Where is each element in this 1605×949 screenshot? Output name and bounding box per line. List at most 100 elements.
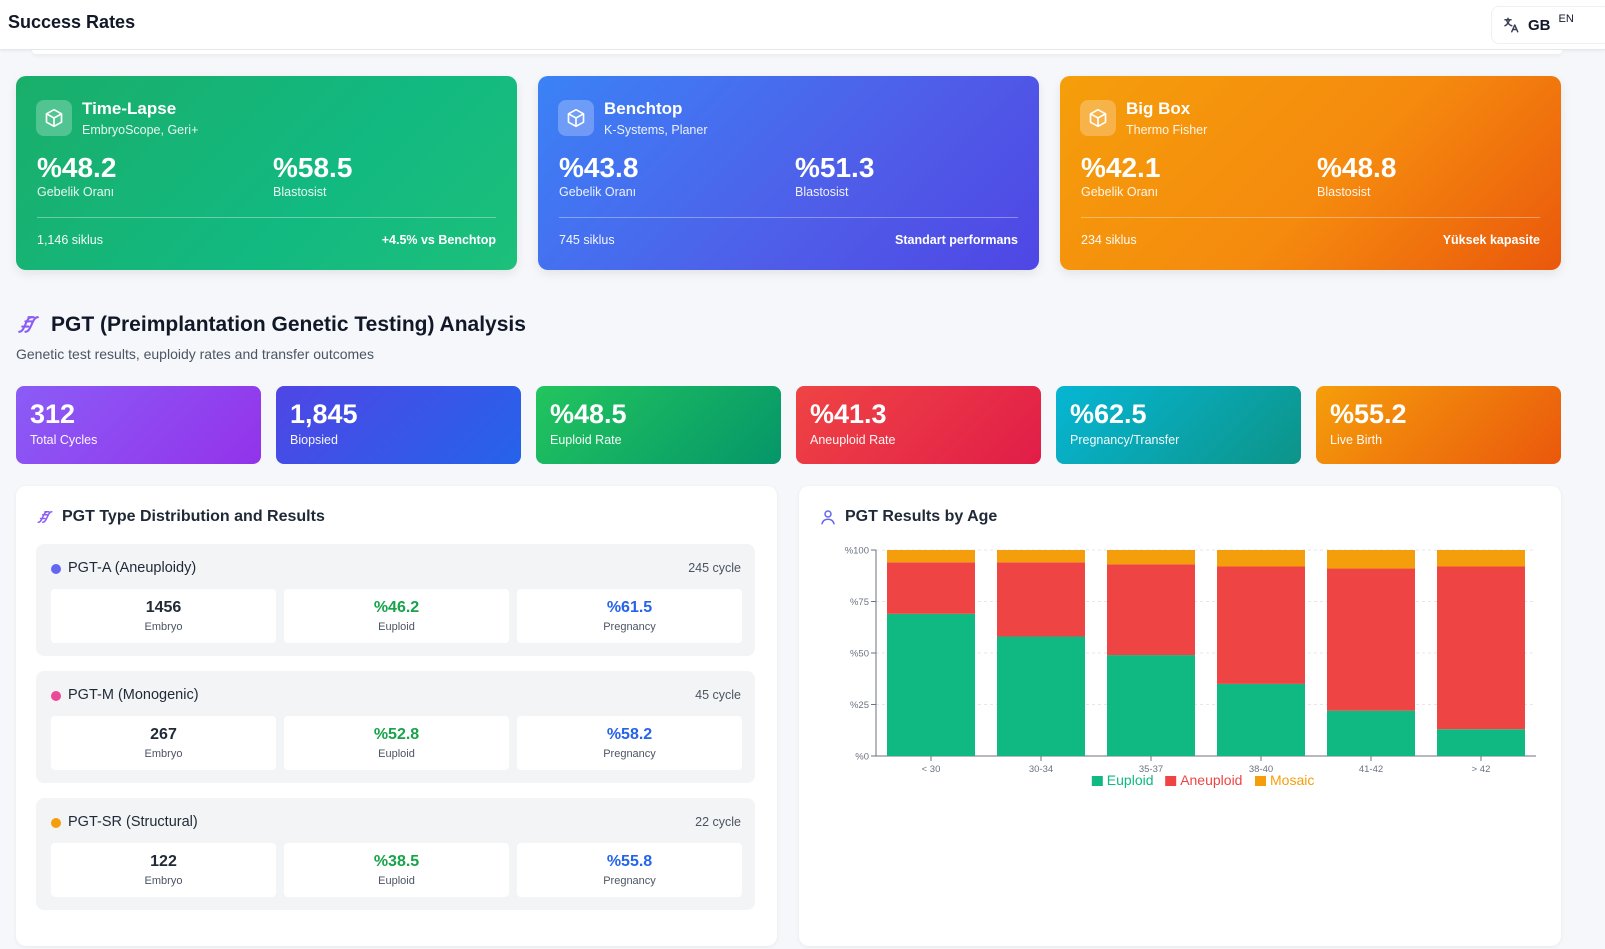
panel-header: PGT Results by Age (819, 508, 997, 526)
box-icon-container (558, 100, 594, 136)
stat-total-cycles: 312 Total Cycles (16, 386, 261, 464)
pregnancy-rate-label: Gebelik Oranı (1081, 185, 1159, 199)
incubator-card-big-box: Big Box Thermo Fisher %42.1 Gebelik Oran… (1060, 76, 1561, 270)
translate-icon (1504, 17, 1519, 33)
bar-segment-euploid (887, 613, 975, 756)
blastocyst-value: %58.5 (273, 152, 353, 183)
bar-segment-euploid (1107, 655, 1195, 756)
box-icon (1089, 108, 1107, 128)
top-bar: Success Rates GB EN (0, 0, 1605, 50)
cycle-count: 1,146 siklus (37, 233, 104, 247)
bar-segment-aneuploid (1327, 568, 1415, 711)
pregnancy-label: Pregnancy (603, 748, 656, 760)
y-tick-label: %50 (850, 649, 869, 660)
stat-aneuploid-rate: %41.3 Aneuploid Rate (796, 386, 1041, 464)
pregnancy-value: %55.8 (606, 853, 653, 870)
stat-value: %55.2 (1330, 399, 1407, 429)
stat-live-birth: %55.2 Live Birth (1316, 386, 1561, 464)
embryo-label: Embryo (144, 621, 183, 633)
cycle-count: 745 siklus (559, 233, 615, 247)
x-tick-label: 35-37 (1139, 764, 1163, 775)
y-tick-label: %0 (855, 752, 869, 763)
euploid-label: Euploid (378, 748, 415, 760)
x-tick-label: 41-42 (1359, 764, 1383, 775)
x-tick-label: < 30 (922, 764, 941, 775)
bar-segment-mosaic (1107, 550, 1195, 565)
stat-label: Live Birth (1330, 433, 1383, 447)
dna-icon (37, 511, 53, 523)
incubator-name: Time-Lapse (82, 99, 177, 118)
cycle-count: 234 siklus (1081, 233, 1137, 247)
incubator-card-benchtop: Benchtop K-Systems, Planer %43.8 Gebelik… (538, 76, 1039, 270)
bar-segment-euploid (997, 636, 1085, 756)
bar-segment-mosaic (887, 550, 975, 563)
page-title: Success Rates (8, 12, 136, 32)
pregnancy-label: Pregnancy (603, 875, 656, 887)
euploid-cell: %46.2 Euploid (284, 589, 509, 643)
bar-segment-euploid (1437, 729, 1525, 756)
stat-label: Euploid Rate (550, 433, 622, 447)
pregnancy-rate-value: %43.8 (559, 152, 639, 183)
incubator-subtitle: K-Systems, Planer (604, 123, 708, 137)
pregnancy-rate-value: %48.2 (37, 152, 117, 183)
stat-euploid-rate: %48.5 Euploid Rate (536, 386, 781, 464)
pregnancy-rate-value: %42.1 (1081, 152, 1161, 183)
header-shadow-bar (32, 50, 1562, 54)
blastocyst-label: Blastosist (795, 185, 849, 199)
pgt-results-by-age-panel: PGT Results by Age %0 %25 %50 %75 %100 < 30 30… (799, 486, 1561, 946)
pgt-section-header: PGT (Preimplantation Genetic Testing) An… (16, 312, 526, 337)
bar-segment-mosaic (1437, 550, 1525, 567)
embryo-label: Embryo (144, 875, 183, 887)
stat-label: Aneuploid Rate (810, 433, 896, 447)
blastocyst-label: Blastosist (273, 185, 327, 199)
incubator-name: Big Box (1126, 99, 1191, 118)
incubator-card-time-lapse: Time-Lapse EmbryoScope, Geri+ %48.2 Gebe… (16, 76, 517, 270)
incubator-name: Benchtop (604, 99, 683, 118)
blastocyst-value: %48.8 (1317, 152, 1397, 183)
type-cycle-count: 45 cycle (695, 688, 741, 702)
embryo-cell: 1456 Embryo (51, 589, 276, 643)
stat-label: Biopsied (290, 433, 338, 447)
language-code: GB (1528, 16, 1551, 34)
embryo-value: 122 (150, 853, 177, 870)
bar-segment-mosaic (1327, 550, 1415, 569)
y-tick-label: %25 (850, 700, 869, 711)
comparison-note: Yüksek kapasite (1442, 233, 1540, 247)
euploid-value: %52.8 (373, 726, 420, 743)
bar-segment-aneuploid (997, 562, 1085, 637)
legend-label: Aneuploid (1180, 772, 1242, 788)
panel-title: PGT Type Distribution and Results (62, 508, 325, 525)
panel-title: PGT Results by Age (845, 508, 998, 525)
box-icon-container (36, 100, 72, 136)
embryo-cell: 122 Embryo (51, 843, 276, 897)
y-tick-label: %75 (850, 597, 869, 608)
x-tick-label: 38-40 (1249, 764, 1273, 775)
incubator-subtitle: Thermo Fisher (1126, 123, 1208, 137)
euploid-cell: %38.5 Euploid (284, 843, 509, 897)
language-selector[interactable]: GB EN (1491, 6, 1605, 44)
pregnancy-cell: %58.2 Pregnancy (517, 716, 742, 770)
euploid-cell: %52.8 Euploid (284, 716, 509, 770)
bar-segment-euploid (1327, 710, 1415, 756)
pgt-section-description: Genetic test results, euploidy rates and… (16, 346, 374, 362)
pregnancy-cell: %61.5 Pregnancy (517, 589, 742, 643)
blastocyst-label: Blastosist (1317, 185, 1371, 199)
pgt-type-distribution-panel: PGT Type Distribution and Results PGT-A … (16, 486, 777, 946)
pregnancy-value: %61.5 (606, 599, 653, 616)
blastocyst-value: %51.3 (795, 152, 875, 183)
x-tick-label: 30-34 (1029, 764, 1053, 775)
legend-label: Euploid (1107, 772, 1154, 788)
card-divider (559, 217, 1018, 218)
bar-segment-mosaic (1217, 550, 1305, 567)
box-icon-container (1080, 100, 1116, 136)
type-color-dot (51, 818, 61, 828)
bar-segment-euploid (1217, 683, 1305, 756)
dna-icon (18, 316, 39, 333)
stat-value: %41.3 (810, 399, 887, 429)
box-icon (45, 108, 63, 128)
stat-label: Total Cycles (30, 433, 98, 447)
stat-value: 312 (30, 399, 76, 429)
embryo-cell: 267 Embryo (51, 716, 276, 770)
type-cycle-count: 22 cycle (695, 815, 741, 829)
pregnancy-rate-label: Gebelik Oranı (37, 185, 115, 199)
